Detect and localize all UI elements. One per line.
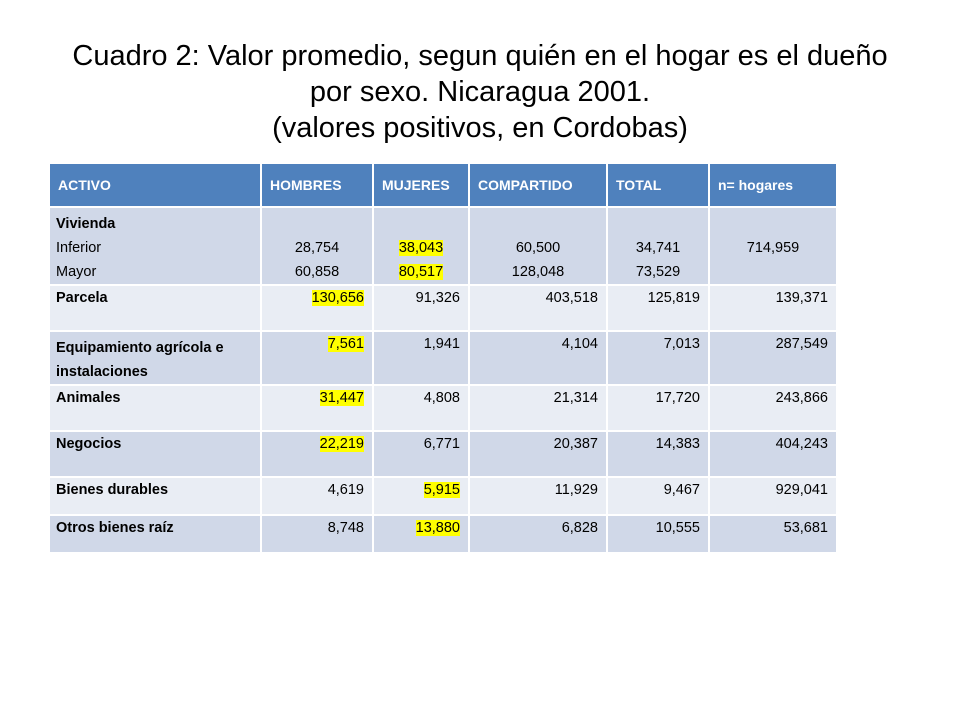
cell-n: 53,681 — [708, 514, 838, 554]
cell-compartido: 4,104 — [468, 330, 608, 386]
cell-compartido: 21,314 — [468, 384, 608, 432]
cell-mujeres: 38,043 80,517 — [372, 206, 470, 286]
cell-compartido: 20,387 — [468, 430, 608, 478]
table-row-negocios: Negocios 22,219 6,771 20,387 14,383 404,… — [48, 430, 838, 478]
header-mujeres: MUJERES — [372, 162, 470, 208]
title-line-1: Cuadro 2: Valor promedio, segun quién en… — [72, 40, 888, 72]
row-label: Equipamiento agrícola e instalaciones — [48, 330, 262, 386]
cell-hombres: 4,619 — [260, 476, 374, 516]
label-line-2: instalaciones — [56, 364, 148, 380]
cell-total: 125,819 — [606, 284, 710, 332]
cell-mujeres: 1,941 — [372, 330, 470, 386]
label-line-1: Equipamiento agrícola e — [56, 340, 224, 356]
cell-hombres: 22,219 — [260, 430, 374, 478]
cell-n: 929,041 — [708, 476, 838, 516]
value: 28,754 — [294, 240, 340, 256]
highlighted-value: 80,517 — [398, 264, 444, 280]
title-line-2: por sexo. Nicaragua 2001. — [309, 76, 651, 108]
table-row-vivienda: Vivienda Inferior Mayor 28,754 60,858 38… — [48, 206, 838, 286]
cell-total: 17,720 — [606, 384, 710, 432]
cell-hombres: 7,561 — [260, 330, 374, 386]
cell-total: 14,383 — [606, 430, 710, 478]
cell-total: 9,467 — [606, 476, 710, 516]
cell-mujeres: 13,880 — [372, 514, 470, 554]
highlighted-value: 31,447 — [319, 390, 364, 406]
cell-compartido: 403,518 — [468, 284, 608, 332]
cell-hombres: 28,754 60,858 — [260, 206, 374, 286]
cell-compartido: 11,929 — [468, 476, 608, 516]
vivienda-mayor-label: Mayor — [56, 264, 97, 280]
vivienda-label: Vivienda — [56, 216, 116, 232]
cell-total: 10,555 — [606, 514, 710, 554]
header-compartido: COMPARTIDO — [468, 162, 608, 208]
cell-n: 404,243 — [708, 430, 838, 478]
cell-n: 139,371 — [708, 284, 838, 332]
header-activo: ACTIVO — [48, 162, 262, 208]
cell-mujeres: 5,915 — [372, 476, 470, 516]
header-n-hogares: n= hogares — [708, 162, 838, 208]
cell-compartido: 60,500 128,048 — [468, 206, 608, 286]
assets-value-table: ACTIVO HOMBRES MUJERES COMPARTIDO TOTAL … — [48, 162, 838, 554]
highlighted-value: 13,880 — [415, 520, 460, 536]
row-label: Otros bienes raíz — [48, 514, 262, 554]
value: 60,858 — [294, 264, 340, 280]
title-line-3: (valores positivos, en Cordobas) — [272, 112, 688, 144]
value: 128,048 — [511, 264, 565, 280]
row-label: Parcela — [48, 284, 262, 332]
cell-total: 7,013 — [606, 330, 710, 386]
value: 60,500 — [515, 240, 561, 256]
row-label: Vivienda Inferior Mayor — [48, 206, 262, 286]
highlighted-value: 5,915 — [423, 482, 460, 498]
highlighted-value: 38,043 — [398, 240, 444, 256]
cell-total: 34,741 73,529 — [606, 206, 710, 286]
value: 714,959 — [746, 240, 800, 256]
header-hombres: HOMBRES — [260, 162, 374, 208]
cell-hombres: 130,656 — [260, 284, 374, 332]
row-label: Negocios — [48, 430, 262, 478]
row-label: Animales — [48, 384, 262, 432]
row-label: Bienes durables — [48, 476, 262, 516]
cell-n: 714,959 — [708, 206, 838, 286]
highlighted-value: 7,561 — [327, 336, 364, 352]
value: 73,529 — [635, 264, 681, 280]
cell-hombres: 31,447 — [260, 384, 374, 432]
cell-n: 243,866 — [708, 384, 838, 432]
cell-mujeres: 91,326 — [372, 284, 470, 332]
cell-mujeres: 6,771 — [372, 430, 470, 478]
cell-mujeres: 4,808 — [372, 384, 470, 432]
highlighted-value: 130,656 — [311, 290, 364, 306]
table-row-otros-bienes-raiz: Otros bienes raíz 8,748 13,880 6,828 10,… — [48, 514, 838, 554]
table-row-bienes-durables: Bienes durables 4,619 5,915 11,929 9,467… — [48, 476, 838, 516]
table-row-equipamiento: Equipamiento agrícola e instalaciones 7,… — [48, 330, 838, 386]
highlighted-value: 22,219 — [319, 436, 364, 452]
vivienda-inferior-label: Inferior — [56, 240, 102, 256]
cell-hombres: 8,748 — [260, 514, 374, 554]
header-total: TOTAL — [606, 162, 710, 208]
table-row-parcela: Parcela 130,656 91,326 403,518 125,819 1… — [48, 284, 838, 332]
cell-n: 287,549 — [708, 330, 838, 386]
value: 34,741 — [635, 240, 681, 256]
cell-compartido: 6,828 — [468, 514, 608, 554]
table-header-row: ACTIVO HOMBRES MUJERES COMPARTIDO TOTAL … — [48, 162, 838, 208]
table-row-animales: Animales 31,447 4,808 21,314 17,720 243,… — [48, 384, 838, 432]
slide-title: Cuadro 2: Valor promedio, segun quién en… — [40, 38, 920, 146]
